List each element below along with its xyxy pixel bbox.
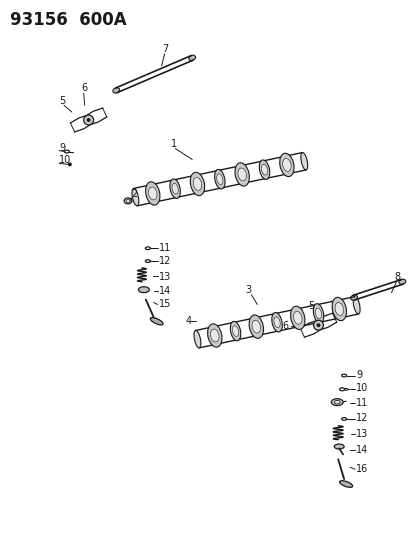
Ellipse shape — [282, 158, 290, 171]
Ellipse shape — [273, 317, 280, 328]
Ellipse shape — [150, 318, 163, 325]
Circle shape — [316, 323, 320, 327]
Ellipse shape — [230, 321, 240, 341]
Ellipse shape — [145, 182, 159, 205]
Ellipse shape — [171, 183, 178, 194]
Text: 5: 5 — [59, 96, 65, 106]
Ellipse shape — [315, 308, 321, 319]
Circle shape — [86, 118, 90, 122]
Text: 93156  600A: 93156 600A — [9, 11, 126, 29]
Ellipse shape — [352, 296, 359, 314]
Ellipse shape — [259, 160, 269, 180]
Ellipse shape — [279, 154, 293, 176]
Text: 2: 2 — [131, 189, 137, 199]
Text: 3: 3 — [245, 285, 251, 295]
Ellipse shape — [124, 198, 132, 204]
Text: 10: 10 — [355, 383, 367, 393]
Ellipse shape — [132, 189, 138, 206]
Text: 6: 6 — [81, 84, 88, 93]
Ellipse shape — [249, 315, 263, 338]
Ellipse shape — [333, 400, 339, 404]
Text: 1: 1 — [170, 139, 176, 149]
Text: 7: 7 — [162, 44, 169, 54]
Ellipse shape — [252, 320, 260, 333]
Ellipse shape — [138, 287, 149, 293]
Ellipse shape — [261, 164, 267, 175]
Text: 13: 13 — [158, 272, 171, 282]
Text: 12: 12 — [158, 256, 171, 266]
Text: 11: 11 — [158, 243, 171, 253]
Circle shape — [313, 320, 323, 330]
Text: 16: 16 — [355, 464, 367, 474]
Ellipse shape — [207, 324, 221, 347]
Text: 9: 9 — [59, 143, 65, 152]
Text: 13: 13 — [355, 429, 367, 439]
Ellipse shape — [237, 168, 246, 181]
Ellipse shape — [313, 304, 323, 323]
Ellipse shape — [190, 172, 204, 196]
Ellipse shape — [339, 481, 352, 487]
Ellipse shape — [194, 330, 200, 348]
Text: 6: 6 — [281, 321, 287, 331]
Ellipse shape — [214, 169, 225, 189]
Ellipse shape — [216, 174, 222, 184]
Ellipse shape — [126, 199, 130, 203]
Text: 14: 14 — [158, 286, 171, 296]
Ellipse shape — [188, 55, 195, 60]
Text: 5: 5 — [308, 302, 314, 311]
Ellipse shape — [210, 329, 218, 342]
Text: 9: 9 — [355, 369, 361, 379]
Ellipse shape — [334, 303, 343, 316]
Ellipse shape — [290, 306, 304, 329]
Text: 10: 10 — [59, 156, 71, 165]
Circle shape — [68, 163, 72, 166]
Ellipse shape — [300, 152, 307, 170]
Text: 11: 11 — [355, 398, 367, 408]
Text: 8: 8 — [394, 272, 400, 282]
Ellipse shape — [169, 179, 180, 198]
Ellipse shape — [148, 187, 157, 200]
Text: 12: 12 — [355, 413, 368, 423]
Circle shape — [83, 115, 93, 125]
Ellipse shape — [113, 88, 119, 93]
Ellipse shape — [232, 326, 238, 336]
Ellipse shape — [235, 163, 249, 186]
Ellipse shape — [271, 312, 282, 332]
Ellipse shape — [293, 311, 301, 324]
Ellipse shape — [331, 297, 346, 321]
Ellipse shape — [350, 295, 356, 300]
Text: 15: 15 — [158, 300, 171, 310]
Ellipse shape — [193, 177, 201, 190]
Text: 4: 4 — [185, 316, 191, 326]
Ellipse shape — [330, 399, 342, 406]
Text: 14: 14 — [355, 446, 367, 456]
Ellipse shape — [398, 279, 405, 285]
Ellipse shape — [333, 444, 343, 449]
